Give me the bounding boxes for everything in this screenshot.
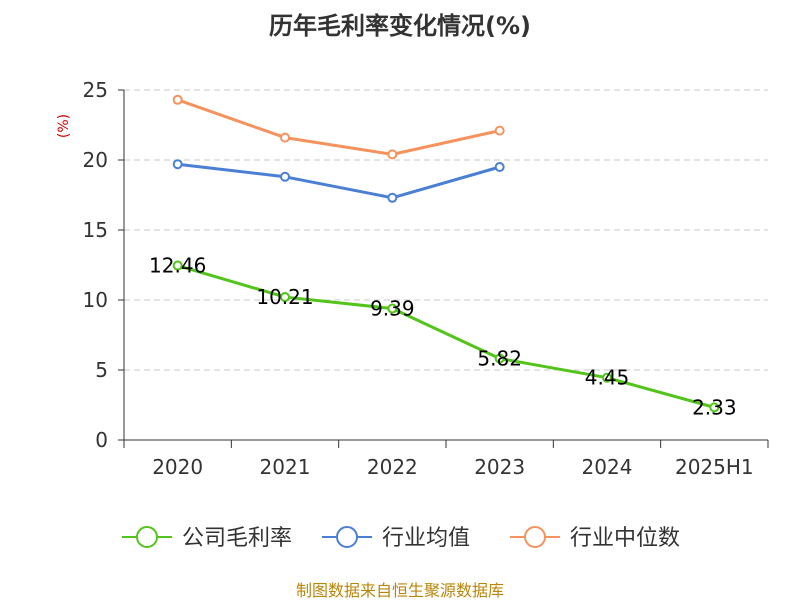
legend-item-2[interactable]: 行业中位数 (510, 526, 680, 551)
series-0-point-2022 (387, 303, 398, 314)
series-0-point-2023 (494, 353, 505, 364)
series-0-point-2025H1 (709, 402, 720, 413)
y-tick-label: 0 (95, 428, 108, 452)
series-2-point-2020 (172, 94, 183, 105)
series-1-point-2023 (494, 162, 505, 172)
series-1-point-2021 (280, 171, 290, 182)
y-tick-label: 25 (83, 78, 108, 102)
legend-circle-icon (136, 526, 158, 548)
data-label-2022: 9.39 (370, 297, 415, 321)
legend-item-0[interactable]: 公司毛利率 (122, 526, 292, 551)
y-tick-label: 15 (83, 218, 108, 242)
source-note: 制图数据来自恒生聚源数据库 (296, 581, 504, 600)
x-tick-label-2020: 2020 (152, 455, 203, 479)
legend-circle-icon (524, 526, 546, 548)
series-1-point-2022 (387, 192, 398, 203)
data-label-layer: 12.46 10.21 9.39 5.82 4.45 2.33 (149, 254, 737, 420)
series-0-point-2021 (280, 292, 290, 303)
data-label-2025H1: 2.33 (692, 395, 737, 419)
series-line-2 (177, 98, 500, 156)
data-label-2023: 5.82 (477, 347, 522, 371)
series-0-point-2024 (602, 372, 612, 383)
x-tick-label-2021: 2021 (260, 455, 311, 479)
grid-layer (124, 89, 768, 371)
series-1-point-2020 (172, 159, 183, 170)
legend-circle-icon (336, 526, 358, 548)
y-tick-label: 20 (83, 148, 108, 172)
data-label-2020: 12.46 (149, 254, 206, 278)
data-label-2021: 10.21 (256, 285, 313, 309)
legend-label: 行业均值 (382, 526, 470, 551)
series-line-0 (177, 264, 715, 409)
chart-title: 历年毛利率变化情况(%) (269, 12, 531, 40)
legend: 公司毛利率 行业均值 行业中位数 (122, 526, 680, 551)
legend-item-1[interactable]: 行业均值 (322, 526, 470, 551)
x-tick-label-2023: 2023 (474, 455, 525, 479)
y-tick-label: 5 (95, 358, 108, 382)
series-2-point-2021 (280, 132, 290, 143)
y-axis-unit-label: (%) (56, 114, 72, 138)
series-line-1 (177, 162, 501, 200)
series-0-point-2020 (172, 260, 183, 271)
axis-layer: 0 5 10 15 20 25 2020 2021 2022 2023 2024 2025H1 (83, 78, 769, 479)
x-tick-label-2024: 2024 (582, 455, 633, 479)
data-label-2024: 4.45 (585, 366, 630, 390)
legend-label: 行业中位数 (570, 526, 680, 551)
y-tick-label: 10 (83, 288, 108, 312)
legend-label: 公司毛利率 (182, 526, 292, 551)
series-2-point-2022 (387, 149, 398, 160)
series-layer (172, 94, 720, 413)
x-tick-label-2025H1: 2025H1 (675, 455, 754, 479)
series-2-point-2023 (494, 125, 505, 136)
x-tick-label-2022: 2022 (367, 455, 418, 479)
